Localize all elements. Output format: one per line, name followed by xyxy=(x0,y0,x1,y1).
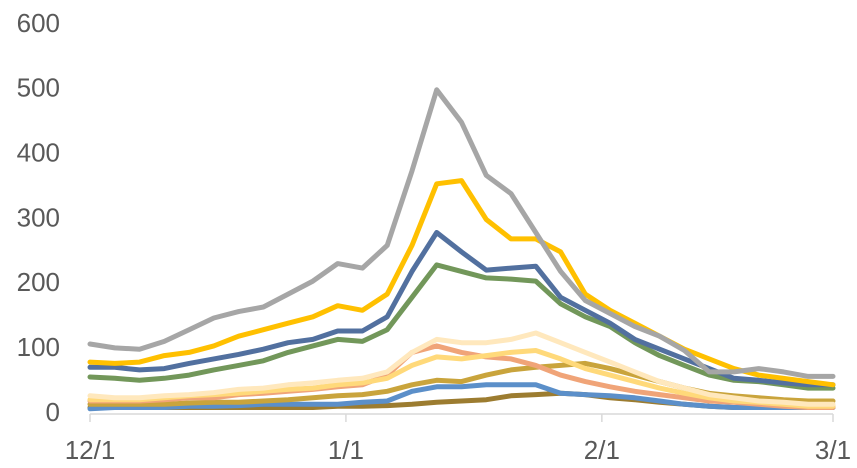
series-line xyxy=(87,382,836,412)
y-tick-label: 500 xyxy=(17,73,60,103)
y-tick-label: 600 xyxy=(17,8,60,38)
y-tick-label: 200 xyxy=(17,267,60,297)
x-tick-label: 12/1 xyxy=(65,435,116,465)
series-line xyxy=(87,330,836,407)
y-tick-label: 400 xyxy=(17,138,60,168)
series-line xyxy=(87,178,836,388)
y-tick-label: 300 xyxy=(17,202,60,232)
y-tick-label: 100 xyxy=(17,332,60,362)
series-line xyxy=(87,262,836,391)
x-tick-label: 2/1 xyxy=(584,435,620,465)
x-tick-label: 1/1 xyxy=(328,435,364,465)
series-line xyxy=(87,343,836,410)
series-line xyxy=(87,87,836,379)
x-tick-label: 3/1 xyxy=(815,435,851,465)
y-tick-label: 0 xyxy=(46,397,60,427)
